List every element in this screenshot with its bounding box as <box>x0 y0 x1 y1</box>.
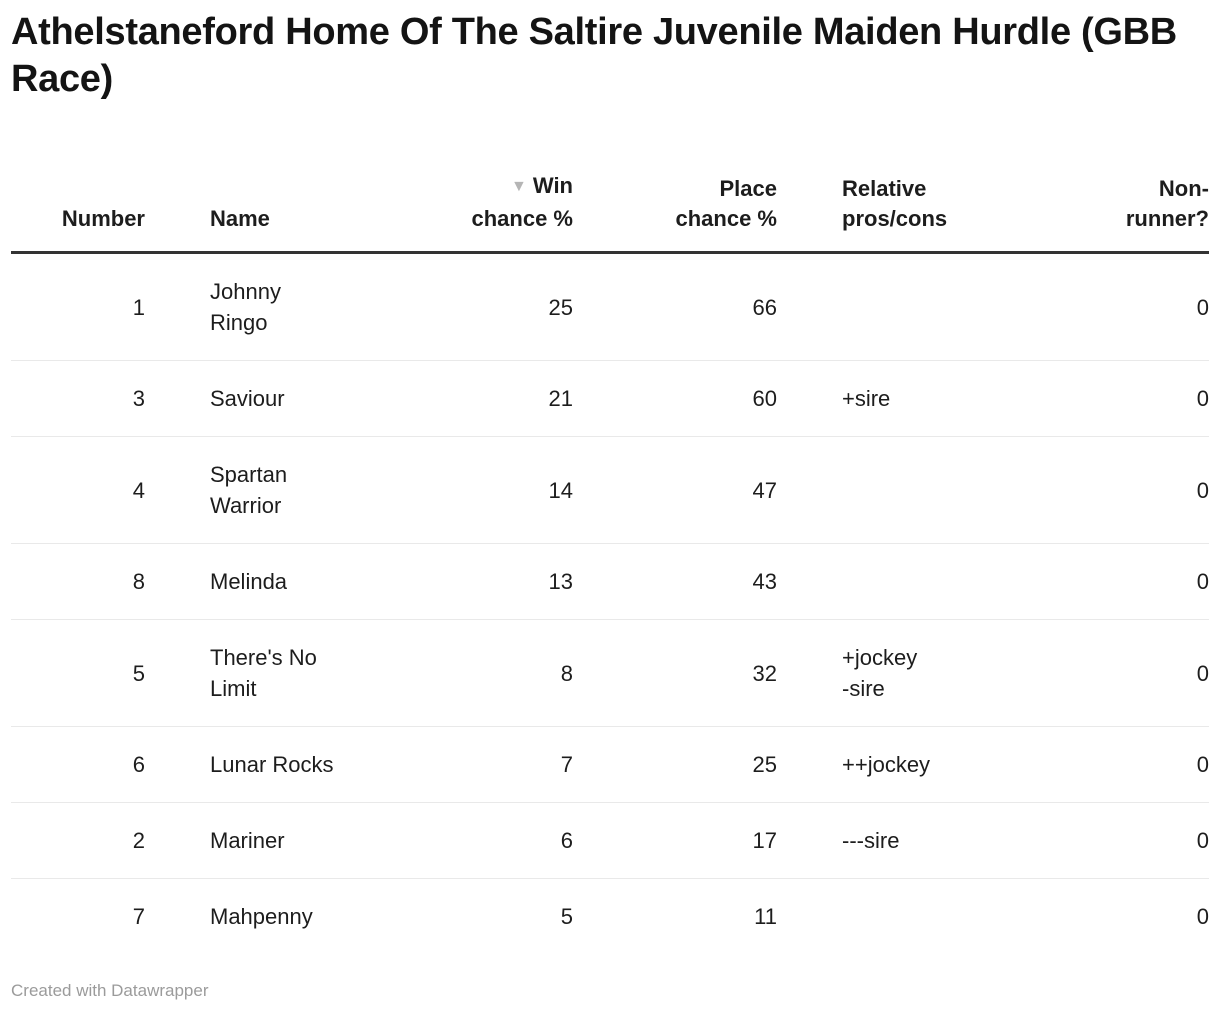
cell-place-chance: 11 <box>754 904 777 929</box>
cell-win-chance: 14 <box>373 436 573 544</box>
table-row: 1 Johnny Ringo 25 66 0 <box>11 252 1209 361</box>
cell-number: 2 <box>11 802 145 879</box>
cell-name: Mahpenny <box>210 904 313 929</box>
cell-win-chance: 21 <box>373 360 573 437</box>
cell-place-chance: 43 <box>573 543 777 620</box>
cell-name: Lunar Rocks <box>145 726 373 803</box>
table-row: 7 Mahpenny 5 11 0 <box>11 879 1209 955</box>
cell-win-chance: 6 <box>373 802 573 879</box>
cell-pros-cons: +jockey -sire <box>777 619 1017 727</box>
cell-place-chance: 32 <box>573 619 777 727</box>
cell-non-runner: 0 <box>1196 904 1209 929</box>
column-header-win-chance[interactable]: ▼ Win chance % <box>373 151 574 254</box>
chart-title: Athelstaneford Home Of The Saltire Juven… <box>11 11 1177 100</box>
cell-non-runner: 0 <box>1017 436 1209 544</box>
header-row: Number Name ▼ Win chance % Place chance %… <box>11 151 1209 254</box>
cell-win-chance: 7 <box>373 726 573 803</box>
table-row: 4 Spartan Warrior 14 47 0 <box>11 436 1209 544</box>
cell-non-runner: 0 <box>1017 726 1209 803</box>
table-row: 3 Saviour 21 60 +sire 0 <box>11 360 1209 437</box>
cell-place-chance: 47 <box>573 436 777 544</box>
cell-number: 6 <box>11 726 145 803</box>
cell-win-chance: 13 <box>373 543 573 620</box>
cell-number: 7 <box>132 904 145 929</box>
cell-name: Mariner <box>145 802 373 879</box>
cell-name: Johnny Ringo <box>145 252 373 361</box>
datawrapper-credit-link[interactable]: Created with Datawrapper <box>11 981 209 1000</box>
table-header: Number Name ▼ Win chance % Place chance %… <box>11 151 1209 254</box>
sort-descending-icon: ▼ <box>511 178 527 195</box>
cell-pros-cons: ++jockey <box>777 726 1017 803</box>
cell-place-chance: 17 <box>573 802 777 879</box>
cell-number: 5 <box>11 619 145 727</box>
cell-name: Melinda <box>145 543 373 620</box>
cell-non-runner: 0 <box>1017 360 1209 437</box>
column-header-non-runner[interactable]: Non-runner? <box>1017 151 1209 254</box>
cell-pros-cons <box>777 543 1017 620</box>
column-header-name[interactable]: Name <box>145 151 373 254</box>
cell-place-chance: 25 <box>573 726 777 803</box>
column-header-number[interactable]: Number <box>11 151 145 254</box>
cell-number: 1 <box>11 252 145 361</box>
cell-name: There's No Limit <box>145 619 373 727</box>
chart-container: Athelstaneford Home Of The Saltire Juven… <box>0 9 1220 1001</box>
cell-pros-cons: +sire <box>777 360 1017 437</box>
cell-win-chance: 8 <box>373 619 573 727</box>
table-body: 1 Johnny Ringo 25 66 0 3 Saviour 21 60 +… <box>11 252 1209 955</box>
cell-non-runner: 0 <box>1017 619 1209 727</box>
cell-name: Spartan Warrior <box>145 436 373 544</box>
cell-place-chance: 60 <box>573 360 777 437</box>
cell-pros-cons <box>777 252 1017 361</box>
column-header-label: Win chance % <box>471 173 574 231</box>
cell-pros-cons <box>777 436 1017 544</box>
cell-number: 4 <box>11 436 145 544</box>
cell-win-chance: 5 <box>560 904 573 929</box>
data-table: Number Name ▼ Win chance % Place chance %… <box>11 151 1209 954</box>
cell-place-chance: 66 <box>573 252 777 361</box>
cell-non-runner: 0 <box>1017 252 1209 361</box>
cell-number: 3 <box>11 360 145 437</box>
table-row: 8 Melinda 13 43 0 <box>11 543 1209 620</box>
cell-pros-cons: ---sire <box>777 802 1017 879</box>
table-row: 2 Mariner 6 17 ---sire 0 <box>11 802 1209 879</box>
table-row: 6 Lunar Rocks 7 25 ++jockey 0 <box>11 726 1209 803</box>
cell-non-runner: 0 <box>1017 543 1209 620</box>
cell-name: Saviour <box>145 360 373 437</box>
table-row: 5 There's No Limit 8 32 +jockey -sire 0 <box>11 619 1209 727</box>
column-header-pros-cons[interactable]: Relative pros/cons <box>777 151 1017 254</box>
cell-number: 8 <box>11 543 145 620</box>
cell-non-runner: 0 <box>1017 802 1209 879</box>
cell-pros-cons <box>777 879 1017 955</box>
cell-win-chance: 25 <box>373 252 573 361</box>
column-header-place-chance[interactable]: Place chance % <box>573 151 777 254</box>
